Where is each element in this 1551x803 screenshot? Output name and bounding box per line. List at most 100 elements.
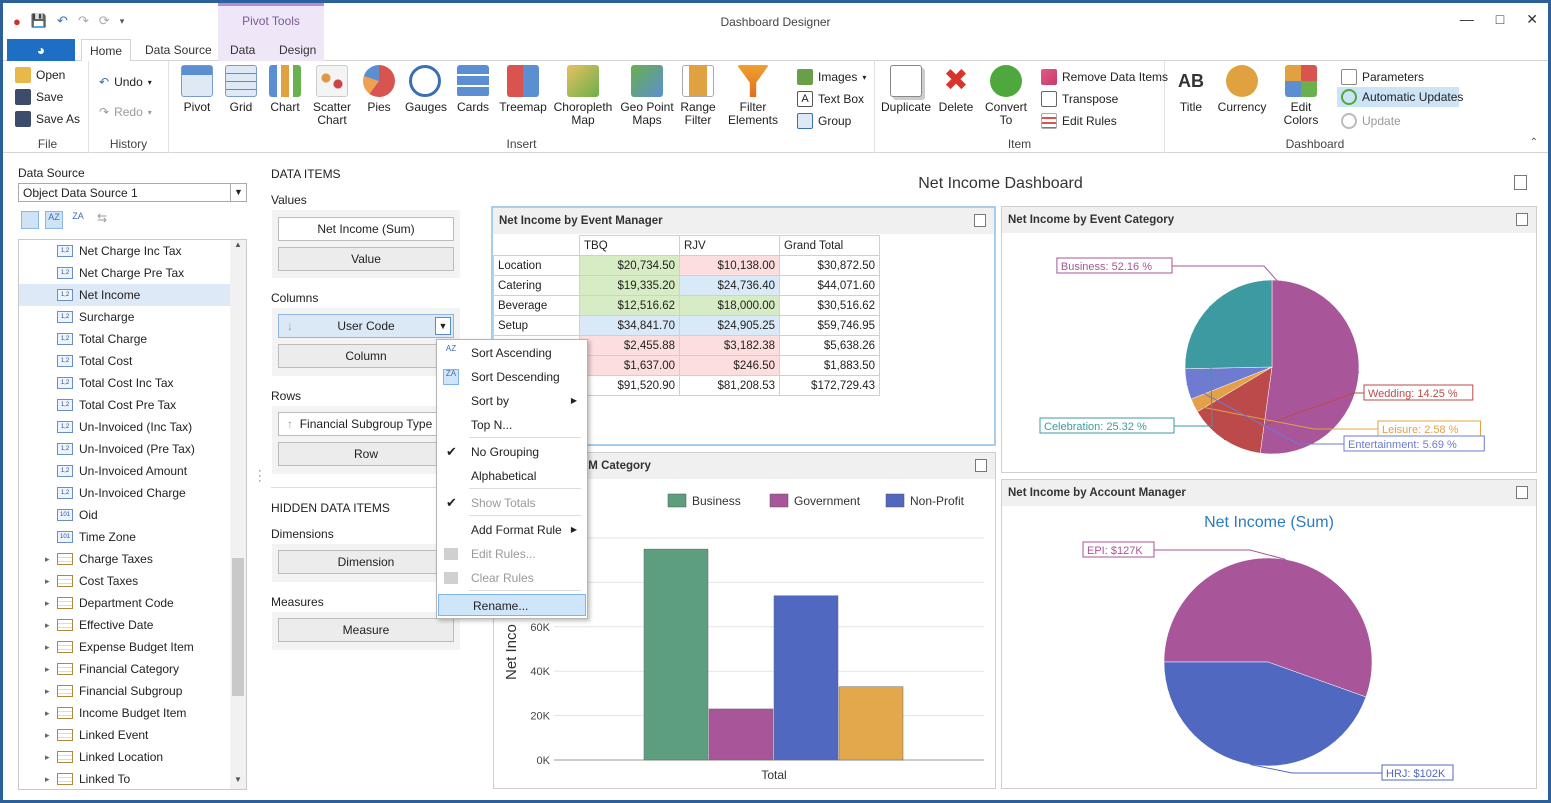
expand-icon[interactable]: ▸ [45,729,50,740]
field-item[interactable]: ▸ Financial Category [19,658,230,680]
pie-account-panel[interactable]: Net Income by Account Manager Net Income… [1001,479,1537,789]
field-item[interactable]: ▸ Linked Location [19,746,230,768]
bar-personal[interactable] [838,686,904,761]
insert-chart-button[interactable]: Chart [265,65,305,114]
insert-pies-button[interactable]: Pies [359,65,399,114]
tab-data-source[interactable]: Data Source [145,43,212,57]
pivot-row-header[interactable]: Beverage [493,295,580,316]
expand-icon[interactable]: ▸ [45,597,50,608]
data-source-combo[interactable]: Object Data Source 1 ▼ [18,183,247,202]
text-box-button[interactable]: A Text Box [797,91,864,107]
parameters-button[interactable]: Parameters [1341,69,1424,85]
measure-placeholder[interactable]: Measure [278,618,454,642]
convert-to-button[interactable]: Convert To [981,65,1031,127]
field-item[interactable]: 1,2 Net Charge Pre Tax [19,262,230,284]
expand-icon[interactable]: ▸ [45,773,50,784]
tab-design[interactable]: Design [279,43,317,57]
group-button[interactable]: Group [797,113,851,129]
collapse-ribbon-icon[interactable]: ⌃ [1529,137,1538,148]
group-by-type-icon[interactable] [21,211,39,229]
duplicate-button[interactable]: Duplicate [881,65,931,114]
expand-icon[interactable]: ▸ [45,575,50,586]
bar-non-profit[interactable] [773,595,839,761]
currency-button[interactable]: Currency [1217,65,1267,114]
insert-scatter-chart-button[interactable]: Scatter Chart [309,65,355,127]
bar-business[interactable] [643,548,709,761]
field-item[interactable]: 1,2 Un-Invoiced (Inc Tax) [19,416,230,438]
export-icon[interactable] [975,459,987,472]
insert-treemap-button[interactable]: Treemap [499,65,547,114]
field-item[interactable]: 1,2 Surcharge [19,306,230,328]
tab-home[interactable]: Home [81,39,132,62]
menu-item-sort-ascending[interactable]: AZ Sort Ascending [437,342,587,364]
title-button[interactable]: AB Title [1171,65,1211,114]
field-item[interactable]: 1,2 Un-Invoiced Amount [19,460,230,482]
edit-rules-button[interactable]: Edit Rules [1041,113,1117,129]
pie-slice[interactable] [1184,279,1273,370]
pivot-row-header[interactable]: Location [493,255,580,276]
field-item[interactable]: 1,2 Total Cost Pre Tax [19,394,230,416]
chevron-down-icon[interactable]: ▼ [435,317,451,335]
field-item[interactable]: 1,2 Un-Invoiced Charge [19,482,230,504]
export-icon[interactable] [1516,486,1528,499]
expand-icon[interactable]: ▸ [45,619,50,630]
remove-data-items-button[interactable]: Remove Data Items [1041,69,1168,85]
field-item[interactable]: 101 Oid [19,504,230,526]
customize-dropdown-icon[interactable]: ▾ [119,15,125,26]
insert-range-filter-button[interactable]: Range Filter [677,65,719,127]
column-placeholder[interactable]: Column [278,344,454,368]
insert-cards-button[interactable]: Cards [453,65,493,114]
field-item[interactable]: ▸ Linked Event [19,724,230,746]
expand-icon[interactable]: ▸ [45,663,50,674]
edit-colors-button[interactable]: Edit Colors [1273,65,1329,127]
redo-icon[interactable]: ↷ [77,13,89,28]
pivot-row-header[interactable]: Catering [493,275,580,296]
pie-slice[interactable] [1163,557,1373,698]
menu-item-show-totals[interactable]: ✔ Show Totals [437,492,587,514]
row-item-financial-subgroup-type[interactable]: ↑ Financial Subgroup Type [278,412,454,436]
menu-item-alphabetical[interactable]: Alphabetical [437,465,587,487]
expand-icon[interactable]: ▸ [45,751,50,762]
sort-za-icon[interactable]: ZA [72,211,84,221]
insert-grid-button[interactable]: Grid [221,65,261,114]
insert-geo-point-maps-button[interactable]: Geo Point Maps [619,65,675,127]
expand-icon[interactable]: ▸ [45,553,50,564]
field-item[interactable]: 1,2 Un-Invoiced (Pre Tax) [19,438,230,460]
chevron-down-icon[interactable]: ▼ [230,184,246,201]
update-button[interactable]: Update [1341,113,1401,129]
menu-item-rename[interactable]: Rename... [438,594,586,616]
automatic-updates-button[interactable]: Automatic Updates [1337,87,1463,107]
pivot-column-header[interactable]: TBQ [579,235,680,256]
minimize-icon[interactable]: — [1459,11,1474,27]
maximize-icon[interactable]: □ [1495,11,1505,27]
splitter-grip[interactable]: · · · [258,465,262,487]
field-item[interactable]: 1,2 Total Cost Inc Tax [19,372,230,394]
open-button[interactable]: Open [15,67,65,83]
field-item[interactable]: ▸ Linked To [19,768,230,789]
export-dashboard-icon[interactable] [1514,175,1527,190]
pie-slice[interactable] [1163,661,1367,767]
redo-button[interactable]: ↷ Redo ▾ [99,105,152,119]
undo-icon[interactable]: ↶ [57,13,68,28]
value-placeholder[interactable]: Value [278,247,454,271]
expand-icon[interactable]: ▸ [45,707,50,718]
field-list-scrollbar[interactable]: ▲ ▼ [230,240,246,789]
tab-data[interactable]: Data [230,43,256,57]
insert-choropleth-map-button[interactable]: Choropleth Map [553,65,613,127]
field-item[interactable]: ▸ Financial Subgroup [19,680,230,702]
file-menu-button[interactable]: ◕ [7,39,75,61]
field-item[interactable]: 1,2 Net Income [19,284,230,306]
field-item[interactable]: ▸ Income Budget Item [19,702,230,724]
save-as-button[interactable]: Save As [15,111,80,127]
close-icon[interactable]: ✕ [1526,11,1538,27]
transpose-button[interactable]: Transpose [1041,91,1118,107]
refresh-fields-icon[interactable]: ⇆ [96,211,108,225]
menu-item-add-format-rule[interactable]: Add Format Rule ▶ [437,519,587,541]
scroll-down-icon[interactable]: ▼ [234,775,242,784]
menu-item-top-n[interactable]: Top N... [437,414,587,436]
field-item[interactable]: ▸ Effective Date [19,614,230,636]
field-item[interactable]: 101 Time Zone [19,526,230,548]
insert-filter-elements-button[interactable]: Filter Elements [725,65,781,127]
pivot-column-header[interactable]: Grand Total [779,235,880,256]
undo-button[interactable]: ↶ Undo ▾ [99,75,152,89]
